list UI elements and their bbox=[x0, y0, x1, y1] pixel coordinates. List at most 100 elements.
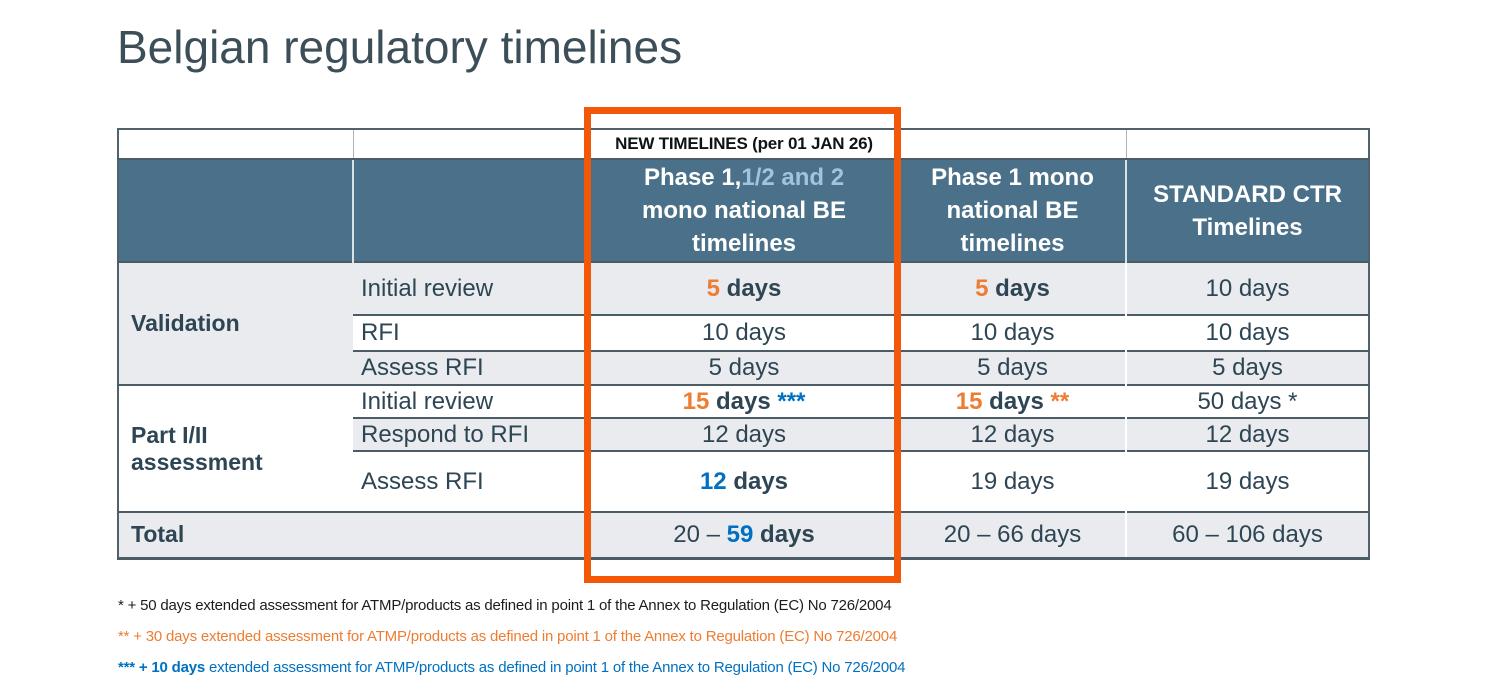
value-cell: 5 days bbox=[589, 350, 900, 385]
text-part: 5 days bbox=[1212, 354, 1283, 381]
text-part: 1/2 and 2 bbox=[741, 164, 845, 191]
text-part: Phase 1 mono bbox=[931, 164, 1094, 191]
section-label-cell: Validation bbox=[118, 261, 353, 385]
value-cell: 12 days bbox=[589, 450, 900, 512]
step-cell: Assess RFI bbox=[353, 350, 590, 385]
table-row: Assess RFI 12 days 19 days 19 days bbox=[118, 450, 1369, 512]
text-part: 20 – 66 days bbox=[943, 520, 1082, 548]
header-cell: STANDARD CTR Timelines bbox=[1126, 159, 1369, 262]
text-part: STANDARD CTR bbox=[1153, 180, 1342, 208]
step-cell: Initial review bbox=[353, 261, 590, 315]
value-cell: 19 days bbox=[899, 450, 1127, 512]
value-cell: 15 days *** bbox=[589, 384, 900, 418]
value-cell: 20 – 66 days bbox=[899, 511, 1127, 558]
text-part: 15 bbox=[682, 387, 710, 415]
value-cell: 10 days bbox=[589, 314, 900, 351]
text-part: Phase 1, bbox=[643, 164, 742, 191]
text-part: 20 – bbox=[673, 520, 727, 548]
footnote: ** + 30 days extended assessment for ATM… bbox=[118, 628, 905, 646]
timelines-table-container: NEW TIMELINES (per 01 JAN 26) Phase 1,1/2… bbox=[117, 128, 1370, 560]
timelines-table: NEW TIMELINES (per 01 JAN 26) Phase 1,1/2… bbox=[117, 128, 1370, 560]
text-part: days bbox=[982, 387, 1051, 415]
text-part: * + 50 days extended assessment for ATMP… bbox=[118, 597, 892, 614]
text-part: 19 days bbox=[970, 467, 1055, 495]
text-part: 5 days bbox=[977, 354, 1048, 381]
text-part: 10 days bbox=[1205, 319, 1290, 346]
value-cell: 50 days * bbox=[1126, 384, 1369, 418]
step-cell: Initial review bbox=[353, 384, 590, 418]
text-part: days bbox=[726, 467, 789, 495]
text-part: national BE bbox=[946, 197, 1079, 224]
section-label-cell: Part I/II assessment bbox=[118, 384, 353, 512]
step-cell: Assess RFI bbox=[353, 450, 590, 512]
value-cell: 60 – 106 days bbox=[1126, 511, 1369, 558]
text-part: mono national BE bbox=[642, 197, 846, 224]
header-cell: Phase 1,1/2 and 2 mono national BE timelin… bbox=[589, 159, 900, 262]
value-cell: 12 days bbox=[589, 417, 900, 451]
value-cell: 12 days bbox=[899, 417, 1127, 451]
text-part: 59 bbox=[726, 520, 754, 548]
text-part: 10 days bbox=[701, 319, 787, 346]
page-title: Belgian regulatory timelines bbox=[117, 21, 683, 73]
text-part: 19 days bbox=[1205, 467, 1290, 495]
banner-empty-cell bbox=[118, 129, 354, 160]
text-part: 5 days bbox=[708, 354, 780, 381]
text-part: *** + 10 days bbox=[118, 659, 206, 676]
text-part: ** + 30 days extended assessment for ATM… bbox=[118, 628, 898, 645]
text-part: 60 – 106 days bbox=[1172, 520, 1323, 548]
value-cell: 12 days bbox=[1126, 417, 1369, 451]
step-cell: Respond to RFI bbox=[353, 417, 590, 451]
step-cell: RFI bbox=[353, 314, 590, 351]
table-row: Assess RFI 5 days 5 days 5 days bbox=[118, 350, 1369, 385]
header-empty-cell bbox=[118, 159, 354, 262]
footnote: * + 50 days extended assessment for ATMP… bbox=[118, 597, 905, 615]
text-part: ** bbox=[1050, 387, 1070, 415]
value-cell: 19 days bbox=[1126, 450, 1369, 512]
text-part: days bbox=[719, 274, 782, 302]
table-row: Part I/II assessment Initial review 15 day… bbox=[118, 384, 1369, 512]
banner-cell: NEW TIMELINES (per 01 JAN 26) bbox=[589, 129, 900, 160]
value-cell: 10 days bbox=[1126, 314, 1369, 351]
text-part: 15 bbox=[955, 387, 983, 415]
header-empty-cell bbox=[353, 159, 590, 262]
text-part: 12 bbox=[699, 467, 727, 495]
total-row: Total 20 – 59 days 20 – 66 days 60 – 106 da… bbox=[118, 511, 1369, 558]
header-row: Phase 1,1/2 and 2 mono national BE timelin… bbox=[118, 159, 1369, 262]
value-cell: 10 days bbox=[1126, 261, 1369, 315]
total-label-cell: Total bbox=[118, 511, 353, 558]
text-part: extended assessment for ATMP/products as… bbox=[205, 659, 906, 676]
banner-row: NEW TIMELINES (per 01 JAN 26) bbox=[118, 129, 1369, 160]
table-row: Respond to RFI 12 days 12 days 12 days bbox=[118, 417, 1369, 451]
table-row: RFI 10 days 10 days 10 days bbox=[118, 314, 1369, 351]
banner-empty-cell bbox=[1126, 129, 1369, 160]
text-part: 12 days bbox=[1205, 420, 1290, 448]
text-part: timelines bbox=[691, 230, 797, 257]
text-part: 5 bbox=[975, 274, 989, 302]
text-part: days bbox=[988, 274, 1050, 302]
value-cell: 20 – 59 days bbox=[589, 511, 900, 558]
value-cell: 5 days bbox=[899, 350, 1127, 385]
table-row: Validation Initial review 5 days 5 days 10 d… bbox=[118, 261, 1369, 385]
footnote: *** + 10 days extended assessment for AT… bbox=[118, 659, 905, 677]
text-part: days bbox=[753, 520, 815, 548]
text-part: 12 days bbox=[701, 420, 787, 448]
text-part: days bbox=[709, 387, 778, 415]
footnotes: * + 50 days extended assessment for ATMP… bbox=[118, 597, 905, 690]
text-part: Timelines bbox=[1192, 213, 1303, 241]
text-part: 50 days * bbox=[1197, 387, 1298, 415]
value-cell: 5 days bbox=[589, 261, 900, 315]
text-part: *** bbox=[777, 387, 806, 415]
banner-empty-cell bbox=[899, 129, 1127, 160]
value-cell: 15 days ** bbox=[899, 384, 1127, 418]
value-cell: 5 days bbox=[1126, 350, 1369, 385]
table-body: NEW TIMELINES (per 01 JAN 26) Phase 1,1/2… bbox=[118, 129, 1369, 558]
text-part: 10 days bbox=[970, 319, 1055, 346]
text-part: timelines bbox=[960, 230, 1065, 257]
text-part: 5 bbox=[706, 274, 720, 302]
text-part: 12 days bbox=[970, 420, 1055, 448]
text-part: 10 days bbox=[1205, 274, 1290, 302]
total-empty-cell bbox=[353, 511, 590, 558]
banner-empty-cell bbox=[353, 129, 590, 160]
value-cell: 10 days bbox=[899, 314, 1127, 351]
